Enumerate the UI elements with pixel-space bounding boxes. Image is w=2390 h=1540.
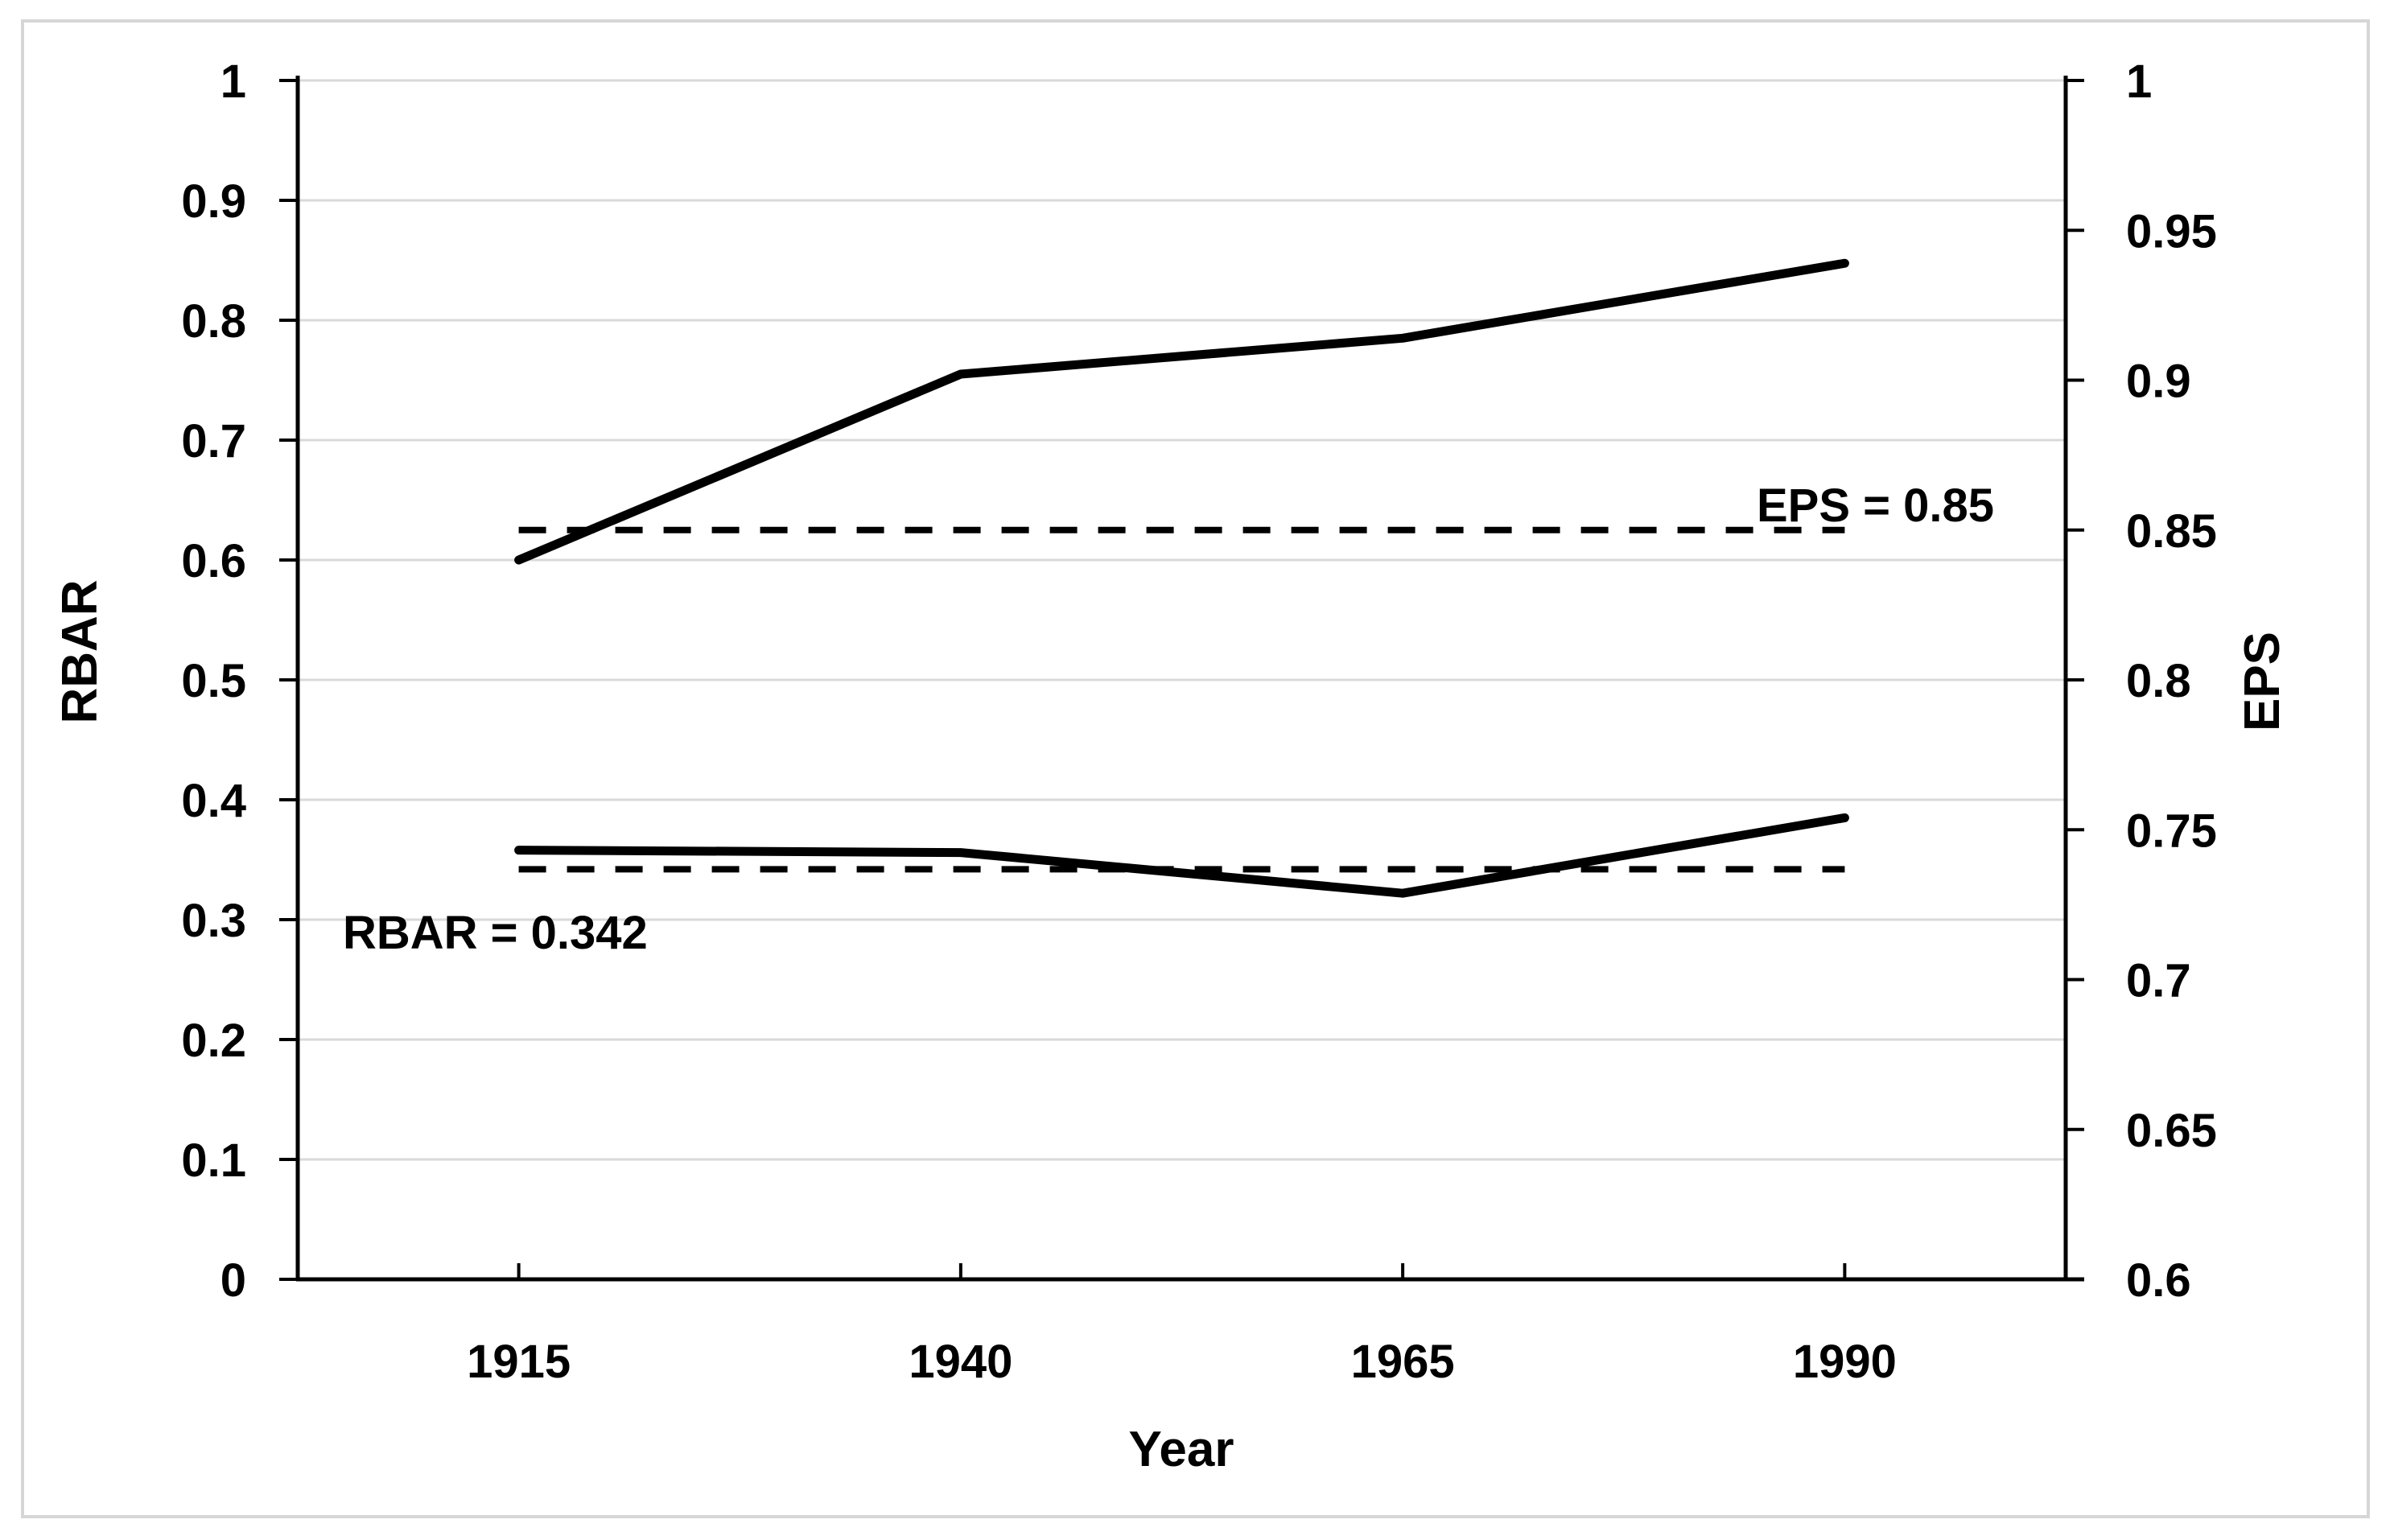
right-axis-title: EPS [2235, 632, 2290, 731]
left-axis-tick-label: 0.4 [181, 775, 246, 827]
series-lines [514, 258, 1849, 898]
right-axis-tick-label: 0.65 [2126, 1105, 2217, 1157]
right-axis-tick-label: 0.7 [2126, 955, 2191, 1007]
x-axis-tick-label: 1965 [1351, 1336, 1455, 1388]
x-axis-title: Year [1128, 1422, 1234, 1477]
left-axis-tick-label: 0.5 [181, 655, 246, 707]
right-axis-tick-label: 1 [2126, 56, 2152, 108]
right-axis-tick-label: 0.9 [2126, 356, 2191, 408]
right-axis: 1 0.95 0.9 0.85 0.8 0.75 0.7 0.65 0.6 [2063, 56, 2217, 1307]
x-axis-tick-label: 1940 [909, 1336, 1012, 1388]
left-axis-tick-label: 0 [220, 1254, 246, 1307]
left-axis-tick-label: 0.6 [181, 535, 246, 587]
right-axis-tick-label: 0.95 [2126, 205, 2217, 257]
gridlines [298, 79, 2066, 1161]
eps-reference-annotation: EPS = 0.85 [1757, 480, 1994, 532]
x-axis: 1915 1940 1965 1990 [296, 1263, 2084, 1388]
chart-frame [21, 19, 2370, 1518]
right-axis-tick-label: 0.8 [2126, 655, 2191, 707]
x-axis-tick-label: 1915 [467, 1336, 571, 1388]
left-axis-tick-label: 0.3 [181, 895, 246, 947]
left-axis-tick-label: 0.2 [181, 1015, 246, 1067]
left-axis-tick-label: 0.7 [181, 415, 246, 467]
left-axis-tick-label: 0.1 [181, 1134, 246, 1187]
left-axis-title: RBAR [52, 579, 108, 723]
left-axis: 1 0.9 0.8 0.7 0.6 0.5 0.4 0.3 0.2 0.1 0 [181, 56, 300, 1307]
rbar-line [514, 813, 1849, 898]
left-axis-tick-label: 0.9 [181, 175, 246, 228]
rbar-reference-annotation: RBAR = 0.342 [343, 907, 648, 959]
eps-line [514, 258, 1849, 565]
left-axis-tick-label: 0.8 [181, 295, 246, 348]
right-axis-tick-label: 0.75 [2126, 805, 2217, 857]
x-axis-tick-label: 1990 [1793, 1336, 1897, 1388]
right-axis-tick-label: 0.6 [2126, 1254, 2191, 1307]
left-axis-tick-label: 1 [220, 56, 246, 108]
right-axis-tick-label: 0.85 [2126, 505, 2217, 558]
